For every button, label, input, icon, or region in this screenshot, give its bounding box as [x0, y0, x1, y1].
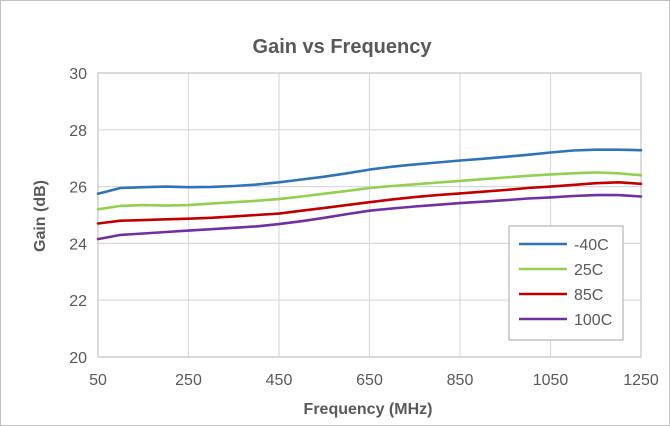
- x-tick-label: 850: [447, 372, 474, 389]
- y-tick-label: 26: [69, 180, 87, 197]
- y-tick-label: 20: [69, 350, 87, 367]
- legend-label-3: 100C: [574, 312, 612, 329]
- y-tick-label: 24: [69, 236, 87, 253]
- y-axis-tick-labels: 20 22 24 26 28 30: [69, 66, 87, 367]
- y-tick-label: 22: [69, 293, 87, 310]
- y-tick-label: 30: [69, 66, 87, 83]
- series-line-0: [96, 148, 643, 195]
- plot-area-border: [97, 72, 642, 358]
- legend-label-1: 25C: [574, 262, 603, 279]
- chart-title: Gain vs Frequency: [253, 36, 433, 58]
- series-line-3: [96, 193, 643, 241]
- series-line-2: [96, 181, 643, 225]
- legend-label-2: 85C: [574, 287, 603, 304]
- legend-label-0: -40C: [574, 237, 609, 254]
- x-tick-label: 50: [89, 372, 107, 389]
- series-lines: [96, 148, 643, 241]
- x-tick-label: 250: [175, 372, 202, 389]
- y-axis-title: Gain (dB): [32, 180, 49, 252]
- x-axis-title: Frequency (MHz): [304, 401, 433, 418]
- series-line-1: [96, 171, 643, 211]
- y-tick-label: 28: [69, 123, 87, 140]
- legend: -40C 25C 85C 100C: [508, 225, 624, 341]
- x-tick-label: 1050: [533, 372, 569, 389]
- x-tick-label: 650: [356, 372, 383, 389]
- x-axis-tick-labels: 50 250 450 650 850 1050 1250: [89, 372, 659, 389]
- x-tick-label: 450: [266, 372, 293, 389]
- x-tick-label: 1250: [623, 372, 659, 389]
